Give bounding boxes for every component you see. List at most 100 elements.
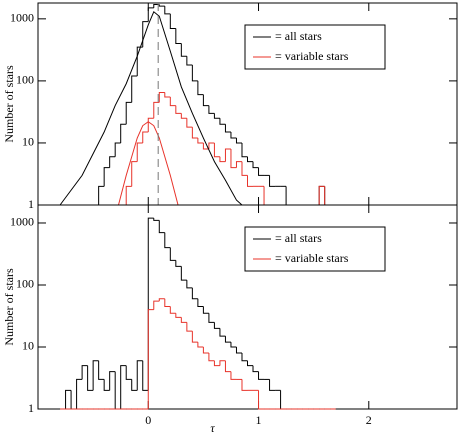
histogram-step <box>153 101 160 119</box>
histogram-step <box>202 142 209 150</box>
histogram-step <box>197 80 204 96</box>
histogram-step <box>219 360 226 366</box>
histogram-step <box>164 232 171 249</box>
histogram-step <box>186 280 193 289</box>
histogram-step <box>103 167 110 187</box>
histogram-step <box>114 142 121 157</box>
histogram-step <box>219 118 226 125</box>
histogram-step <box>258 390 265 410</box>
histogram-step <box>169 247 176 261</box>
histogram-step <box>208 142 215 149</box>
histogram-step <box>175 28 182 45</box>
x-tick-label: 1 <box>256 413 262 427</box>
histogram-step <box>235 161 242 168</box>
histogram-step <box>241 161 248 176</box>
histogram-step <box>202 346 209 354</box>
histogram-step <box>114 371 121 410</box>
histogram-step <box>164 92 171 98</box>
legend-label: = variable stars <box>275 49 349 63</box>
histogram-step <box>180 43 187 57</box>
histogram-step <box>230 148 237 169</box>
histogram-step <box>213 113 220 119</box>
histogram-step <box>131 75 138 103</box>
histogram-step <box>191 65 198 82</box>
histogram-step <box>197 342 204 348</box>
histogram-step <box>208 313 215 323</box>
y-tick-label: 100 <box>16 277 34 291</box>
histogram-step <box>213 360 220 367</box>
histogram-step <box>164 6 171 15</box>
y-axis-label: Number of stars <box>2 268 16 346</box>
histogram-step <box>136 46 143 76</box>
histogram-step <box>169 306 176 314</box>
histogram-step <box>285 186 292 206</box>
histogram-step <box>180 266 187 281</box>
histogram-step <box>169 97 176 107</box>
histogram-step <box>153 4 160 8</box>
histogram-step <box>191 127 198 139</box>
histogram-step <box>103 379 110 391</box>
histogram-step <box>158 4 165 7</box>
histogram-step <box>324 186 331 206</box>
histogram-step <box>213 322 220 329</box>
y-tick-label: 1 <box>28 197 34 211</box>
histogram-step <box>191 287 198 300</box>
histogram-step <box>230 371 237 380</box>
histogram-step <box>175 105 182 114</box>
histogram-step <box>258 167 265 176</box>
histogram-step <box>98 185 105 205</box>
histogram-step <box>241 353 248 362</box>
histogram-step <box>147 217 154 391</box>
histogram-step <box>186 118 193 128</box>
histogram-step <box>70 390 77 410</box>
histogram-step <box>164 298 171 307</box>
histogram-step <box>136 360 143 391</box>
histogram-step <box>197 138 204 144</box>
histogram-step <box>142 360 149 391</box>
histogram-step <box>180 113 187 119</box>
histogram-step <box>87 365 94 391</box>
histogram-step <box>247 360 254 367</box>
histogram-step <box>153 300 160 310</box>
histogram-step <box>186 322 193 332</box>
histogram-step <box>136 142 143 162</box>
histogram-step <box>191 331 198 343</box>
histogram-step <box>252 161 259 169</box>
histogram-step <box>219 156 226 163</box>
histogram-step <box>247 175 254 187</box>
legend-label: = all stars <box>275 29 322 43</box>
histogram-step <box>208 105 215 114</box>
histogram-step <box>202 94 209 107</box>
histogram-step <box>230 132 237 139</box>
histogram-step <box>125 101 132 125</box>
histogram-step <box>142 21 149 48</box>
histogram-step <box>263 186 270 206</box>
histogram-step <box>65 389 72 409</box>
histogram-step <box>230 342 237 348</box>
histogram-step <box>224 124 231 133</box>
histogram-step <box>125 365 132 380</box>
histogram-step <box>147 7 154 22</box>
histogram-step <box>131 379 138 391</box>
histogram-step <box>81 365 88 380</box>
histogram-step <box>120 365 127 409</box>
fit-curve <box>59 10 243 206</box>
histogram-step <box>269 175 276 187</box>
histogram-step <box>269 379 276 391</box>
histogram-step <box>158 220 165 234</box>
histogram-step <box>147 117 154 133</box>
histogram-step <box>280 390 287 410</box>
histogram-step <box>109 371 116 391</box>
histogram-step <box>213 142 220 158</box>
histogram-step <box>109 156 116 168</box>
histogram-step <box>131 161 138 187</box>
histogram-step <box>169 13 176 29</box>
y-axis-label: Number of stars <box>2 65 16 143</box>
histogram-step <box>208 353 215 362</box>
y-tick-label: 1000 <box>10 11 34 25</box>
histogram-step <box>258 371 265 380</box>
histogram-step <box>324 186 331 206</box>
histogram-step <box>235 138 242 144</box>
histogram-step <box>224 148 231 162</box>
